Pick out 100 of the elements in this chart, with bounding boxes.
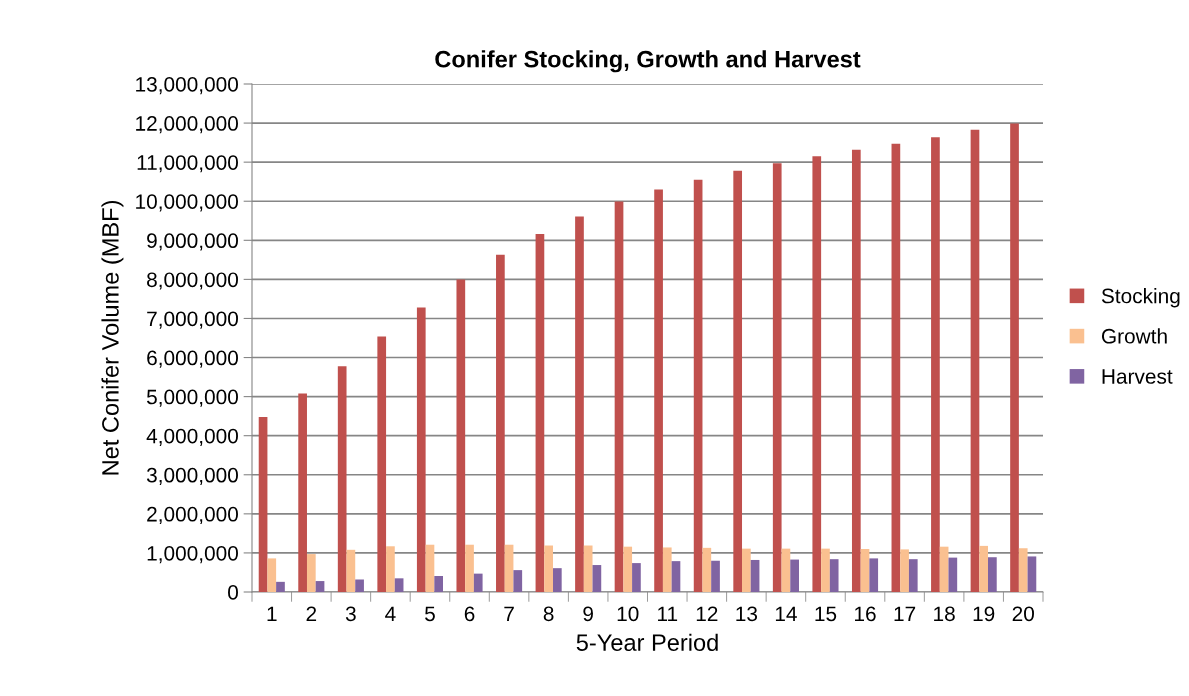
y-tick-label: 6,000,000 — [147, 350, 238, 368]
x-tick-label: 15 — [815, 606, 837, 622]
bar — [592, 565, 602, 592]
y-tick-label: 9,000,000 — [147, 233, 238, 251]
x-tick-label: 17 — [894, 606, 916, 621]
bar — [276, 581, 285, 592]
x-tick-label: 2 — [306, 606, 317, 621]
bar — [869, 558, 879, 592]
bar — [891, 143, 901, 592]
bar — [535, 234, 545, 592]
x-tick-label: 7 — [504, 606, 514, 621]
bar — [821, 548, 830, 592]
y-tick-label: 8,000,000 — [147, 272, 238, 290]
x-tick-label: 8 — [543, 606, 554, 622]
bar — [693, 179, 703, 592]
bar — [829, 559, 839, 592]
bar — [496, 254, 505, 592]
bar — [575, 216, 584, 592]
y-tick-label: 2,000,000 — [147, 506, 238, 525]
x-axis-title: 5-Year Period — [576, 633, 718, 651]
bar — [377, 336, 387, 592]
x-tick-label: 6 — [464, 606, 475, 622]
y-tick-label: 5,000,000 — [146, 389, 238, 407]
x-tick-label: 19 — [973, 606, 995, 622]
bar — [711, 560, 720, 592]
y-tick-label: 10,000,000 — [136, 194, 238, 212]
bar — [702, 547, 712, 592]
x-tick-label: 20 — [1012, 606, 1034, 622]
x-tick-label: 13 — [736, 606, 758, 622]
bar — [948, 557, 958, 592]
y-tick-label: 3,000,000 — [146, 467, 238, 485]
bar — [1010, 123, 1019, 592]
bar — [258, 416, 268, 592]
bar — [504, 544, 514, 592]
x-tick-label: 11 — [658, 606, 678, 621]
chart-title: Conifer Stocking, Growth and Harvest — [435, 50, 861, 73]
bar — [623, 546, 633, 592]
legend-label: Growth — [1101, 328, 1167, 344]
bar — [1027, 556, 1037, 592]
bar — [306, 554, 316, 592]
x-tick-label: 10 — [617, 606, 639, 622]
bar — [614, 201, 624, 592]
bar — [970, 129, 980, 592]
y-tick-label: 11,000,000 — [137, 155, 238, 173]
bar — [425, 544, 435, 592]
y-tick-label: 0 — [228, 585, 238, 600]
x-tick-label: 5 — [425, 606, 435, 622]
bar — [750, 559, 760, 592]
bar — [733, 170, 743, 592]
bar — [416, 307, 426, 592]
y-tick-label: 1,000,000 — [147, 545, 238, 564]
bar — [662, 547, 672, 592]
bar — [632, 563, 641, 592]
bar — [298, 393, 307, 592]
bar — [908, 559, 918, 592]
x-tick-label: 14 — [775, 606, 797, 621]
bar — [544, 545, 553, 592]
bar — [456, 279, 466, 592]
bar — [337, 366, 347, 592]
bar — [434, 575, 444, 592]
y-tick-label: 13,000,000 — [136, 77, 238, 95]
bar — [812, 156, 822, 592]
bar — [979, 545, 989, 592]
bar — [386, 546, 395, 592]
y-tick-label: 12,000,000 — [136, 116, 238, 134]
bar — [315, 581, 325, 592]
bar — [671, 561, 681, 592]
bar — [742, 548, 751, 592]
y-axis-title: Net Conifer Volume (MBF) — [101, 201, 124, 475]
legend-label: Harvest — [1102, 369, 1173, 384]
bar — [346, 549, 356, 592]
bar — [465, 544, 474, 592]
y-tick-label: 7,000,000 — [147, 311, 238, 329]
bar — [267, 558, 277, 592]
bar — [851, 149, 861, 592]
x-tick-label: 12 — [696, 606, 718, 621]
bar — [473, 573, 483, 592]
bar — [781, 548, 791, 592]
x-tick-label: 3 — [345, 606, 356, 622]
bar — [772, 163, 782, 592]
x-tick-label: 4 — [385, 606, 396, 621]
bar — [860, 549, 870, 592]
bar — [939, 546, 949, 592]
x-tick-label: 1 — [267, 606, 277, 621]
x-tick-label: 16 — [855, 606, 876, 622]
bar — [988, 557, 997, 592]
bar — [790, 559, 799, 592]
bar — [355, 579, 364, 592]
x-tick-label: 9 — [583, 606, 593, 622]
bar — [513, 570, 523, 592]
bar — [654, 189, 663, 592]
y-tick-label: 4,000,000 — [146, 428, 238, 446]
bar — [583, 545, 593, 592]
x-tick-label: 18 — [934, 606, 955, 622]
bar — [1018, 548, 1028, 592]
bar — [931, 137, 940, 592]
bar — [552, 568, 562, 592]
bar — [900, 549, 909, 592]
bar — [394, 578, 404, 592]
legend-label: Stocking — [1101, 288, 1180, 308]
